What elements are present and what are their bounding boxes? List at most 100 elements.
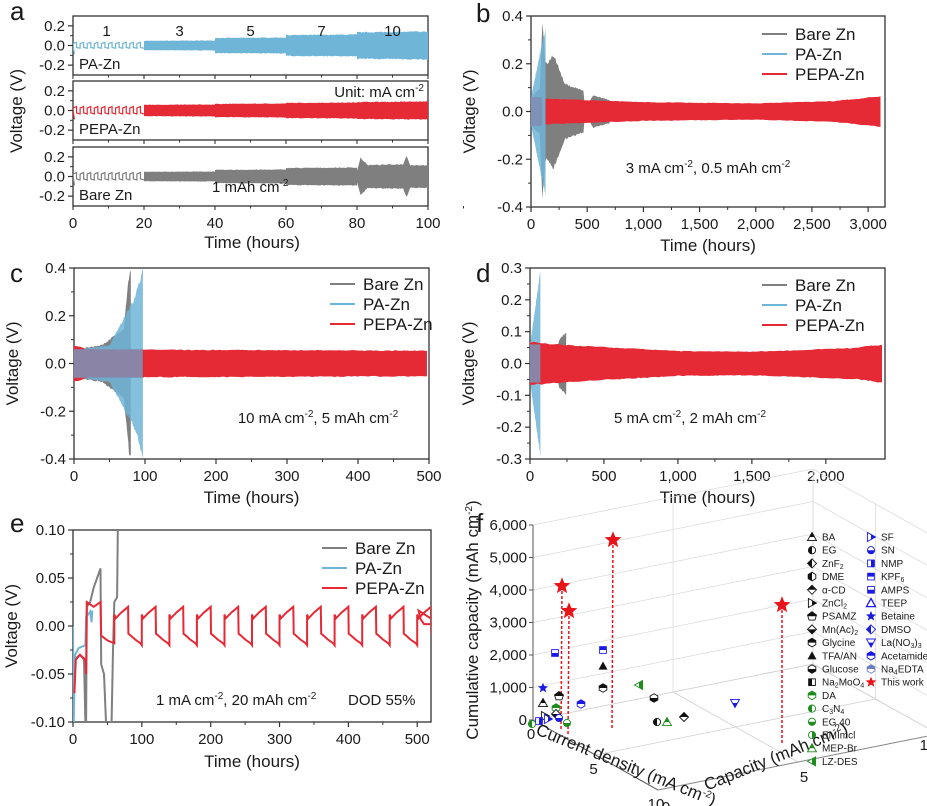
marker-fill <box>555 718 563 722</box>
legend-marker <box>806 742 818 753</box>
legend-label: Na2MoO4 <box>822 678 864 690</box>
overlap-region <box>530 344 541 383</box>
x-tick-label: 400 <box>345 468 370 485</box>
legend-label-part: α-CD <box>822 585 846 596</box>
cycling-band <box>286 167 357 186</box>
x-tick-label: 2,500 <box>793 216 831 233</box>
marker-fill <box>679 712 689 717</box>
marker-fill <box>809 743 815 749</box>
unit-annotation-part: Unit: mA cm <box>334 84 415 101</box>
marker-fill <box>537 682 549 693</box>
legend-label-pepa: PEPA-Zn <box>795 65 865 84</box>
legend-label-part: 4 <box>860 683 864 690</box>
marker-fill <box>653 718 657 726</box>
marker-fill <box>871 560 875 567</box>
scatter-legend: BAEGZnF2DMEα-CDZnCl2PSAMZMn(Ac)2GlycineT… <box>806 531 927 768</box>
y-axis-title-part: Capacity (mAh cm <box>701 725 837 795</box>
marker-outline <box>865 597 877 608</box>
legend-label-part: Na <box>881 665 894 676</box>
legend-label-part: TFA/AN <box>822 651 857 662</box>
drop-line <box>567 610 570 735</box>
legend-label-part: 4 <box>840 709 844 716</box>
marker-fill <box>664 717 670 722</box>
y-tick-label: -0.2 <box>496 419 522 436</box>
test-condition-sup: -2 <box>307 691 316 702</box>
y-tick-label: 0.2 <box>502 56 523 73</box>
legend-label-part: DA <box>822 691 836 702</box>
legend-label-part: La(NO <box>881 638 911 649</box>
z-tick-label: 1,000 <box>489 680 527 697</box>
marker-fill <box>867 589 875 594</box>
cycling-trace <box>73 41 145 50</box>
marker-fill <box>598 661 608 670</box>
drop-line <box>560 585 563 732</box>
legend-label: Acetamide <box>881 651 927 662</box>
series-band-pepa-main <box>142 349 427 378</box>
marker-fill <box>560 602 578 619</box>
panel-letter-b: b <box>476 0 490 28</box>
marker-fill <box>604 531 622 548</box>
legend-label-part: 4 <box>894 670 898 677</box>
legend-marker <box>807 717 817 726</box>
legend-marker <box>865 676 877 687</box>
z-tick-label: 2,000 <box>489 647 527 664</box>
legend-label-part: Glucose <box>822 665 859 676</box>
marker-fill <box>528 720 532 728</box>
legend-marker <box>808 678 816 687</box>
x-tick-label: 0 <box>69 215 77 232</box>
marker-fill <box>773 596 791 613</box>
series-band-pepa-main <box>545 96 881 127</box>
subpanel-label: PEPA-Zn <box>79 121 140 138</box>
subpanel-label: PA-Zn <box>79 56 120 73</box>
unit-annotation: Unit: mA cm-2 <box>334 83 424 101</box>
x-tick-label: 3,000 <box>849 216 887 233</box>
z-tick-label: 4,000 <box>489 582 527 599</box>
cycling-band <box>215 37 286 54</box>
x-tick-label: 0 <box>70 468 78 485</box>
x-axis-title: Time (hours) <box>204 233 300 252</box>
marker-fill <box>548 716 553 722</box>
y-tick-label: -0.10 <box>31 714 65 731</box>
y-tick-label: 0 <box>662 799 670 806</box>
legend-marker <box>807 730 817 740</box>
z-tick-label: 0 <box>519 712 527 729</box>
data-series <box>530 271 882 457</box>
legend-marker <box>866 664 876 674</box>
data-point <box>598 683 608 693</box>
y-tick-label: 0.0 <box>44 103 65 120</box>
legend-label-part: 2 <box>843 604 847 611</box>
legend-marker <box>866 546 876 555</box>
legend-label: SF <box>881 533 894 544</box>
data-point <box>562 718 572 728</box>
x-axis-title: Time (hours) <box>660 488 756 507</box>
test-condition-part: , 5 mAh cm <box>313 410 389 427</box>
panel-b: 0 500 1,000 1,500 2,000 2,500 3,000 0.4 0.2 0.0 -0… <box>460 8 887 255</box>
line-pepa-zn <box>73 600 431 694</box>
data-point <box>537 697 549 708</box>
legend-label: ZnCl2 <box>822 599 847 611</box>
marker-fill <box>867 664 875 669</box>
data-point <box>551 703 561 713</box>
legend-label: C3N4 <box>822 704 844 716</box>
y-tick-label: -0.2 <box>40 403 66 420</box>
test-condition-sup: -2 <box>305 409 314 420</box>
marker-fill <box>650 698 658 703</box>
marker-fill <box>639 680 643 690</box>
marker-fill <box>808 678 812 686</box>
y-tick-label: -0.4 <box>497 199 523 216</box>
y-tick-label: 0.4 <box>502 8 523 25</box>
x-tick-label: 1,500 <box>681 216 719 233</box>
test-condition-sup: -2 <box>214 691 223 702</box>
cycling-band <box>215 103 286 118</box>
z-axis-title-part: Cumulative capacity (mAh cm <box>463 515 482 740</box>
legend-label: MEP-Br <box>822 744 858 755</box>
legend-label-pepa: PEPA-Zn <box>795 316 865 335</box>
x-tick-label: 20 <box>136 215 153 232</box>
y-axis-title: Voltage (V) <box>2 584 21 668</box>
test-condition: 5 mA cm-2, 2 mAh cm-2 <box>614 409 766 427</box>
z-axis-title: Cumulative capacity (mAh cm-2) <box>463 500 482 739</box>
y-tick-label: 0.0 <box>44 169 65 186</box>
y-axis-title-sup: -2 <box>830 722 843 736</box>
legend-marker <box>865 624 877 635</box>
